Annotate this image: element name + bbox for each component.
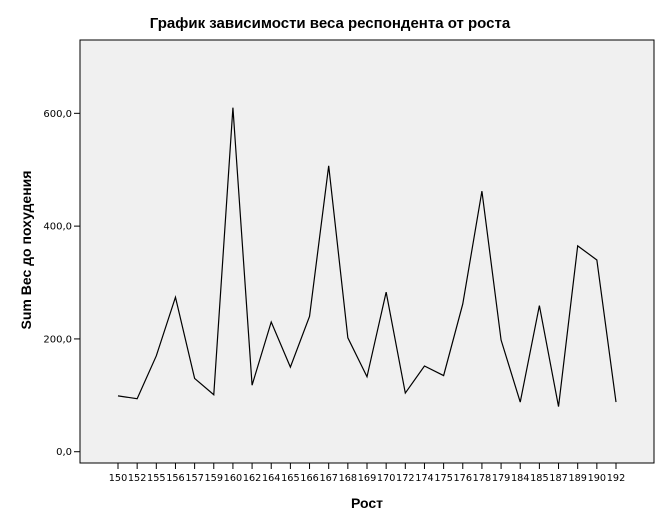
data-point — [481, 190, 483, 192]
data-point — [117, 395, 119, 397]
data-point — [289, 366, 291, 368]
data-point — [136, 398, 138, 400]
x-tick-label: 159 — [205, 473, 224, 484]
data-point — [155, 355, 157, 357]
y-tick-label: 0,0 — [56, 447, 72, 458]
x-tick-label: 162 — [243, 473, 262, 484]
x-tick-label: 152 — [128, 473, 147, 484]
data-point — [174, 296, 176, 298]
x-tick-label: 150 — [109, 473, 128, 484]
x-tick-label: 155 — [147, 473, 166, 484]
data-point — [615, 401, 617, 403]
x-tick-label: 165 — [281, 473, 300, 484]
data-point — [577, 245, 579, 247]
chart-title: График зависимости веса респондента от р… — [150, 15, 511, 32]
x-tick-label: 167 — [319, 473, 338, 484]
data-point — [443, 375, 445, 377]
plot-area — [79, 39, 655, 464]
data-point — [366, 376, 368, 378]
data-point — [538, 305, 540, 307]
x-tick-label: 156 — [166, 473, 185, 484]
y-tick-label: 200,0 — [43, 334, 72, 345]
x-axis: 150 152 155 156 157 159 160 162 164 165 166 167 168 1… — [109, 463, 626, 484]
x-tick-label: 160 — [224, 473, 243, 484]
x-tick-label: 184 — [511, 473, 530, 484]
x-tick-label: 190 — [588, 473, 607, 484]
data-point — [328, 165, 330, 167]
data-point — [385, 291, 387, 293]
x-tick-label: 157 — [185, 473, 204, 484]
data-point — [500, 339, 502, 341]
x-tick-label: 178 — [473, 473, 492, 484]
data-point — [213, 394, 215, 396]
data-point — [462, 303, 464, 305]
y-axis: 0,0 200,0 400,0 600,0 — [43, 109, 80, 458]
x-tick-label: 185 — [530, 473, 549, 484]
data-point — [404, 392, 406, 394]
x-tick-label: 168 — [339, 473, 358, 484]
series-line — [117, 107, 617, 407]
x-tick-label: 179 — [492, 473, 511, 484]
data-point — [194, 377, 196, 379]
y-tick-label: 400,0 — [43, 222, 72, 233]
y-axis-label: Sum Вес до похудения — [18, 171, 34, 330]
y-tick-label: 600,0 — [43, 109, 72, 120]
x-tick-label: 164 — [262, 473, 281, 484]
data-point — [519, 401, 521, 403]
x-tick-label: 189 — [568, 473, 587, 484]
data-point — [270, 321, 272, 323]
data-point — [251, 384, 253, 386]
x-tick-label: 174 — [415, 473, 434, 484]
x-tick-label: 170 — [377, 473, 396, 484]
data-point — [423, 365, 425, 367]
data-point — [232, 107, 234, 109]
x-tick-label: 166 — [300, 473, 319, 484]
data-point — [309, 315, 311, 317]
x-tick-label: 187 — [549, 473, 568, 484]
x-tick-label: 192 — [607, 473, 626, 484]
x-axis-label: Рост — [351, 495, 383, 511]
data-point — [558, 406, 560, 408]
x-tick-label: 172 — [396, 473, 415, 484]
data-point — [347, 337, 349, 339]
x-tick-label: 176 — [454, 473, 473, 484]
data-point — [596, 259, 598, 261]
x-tick-label: 169 — [358, 473, 377, 484]
x-tick-label: 175 — [434, 473, 453, 484]
